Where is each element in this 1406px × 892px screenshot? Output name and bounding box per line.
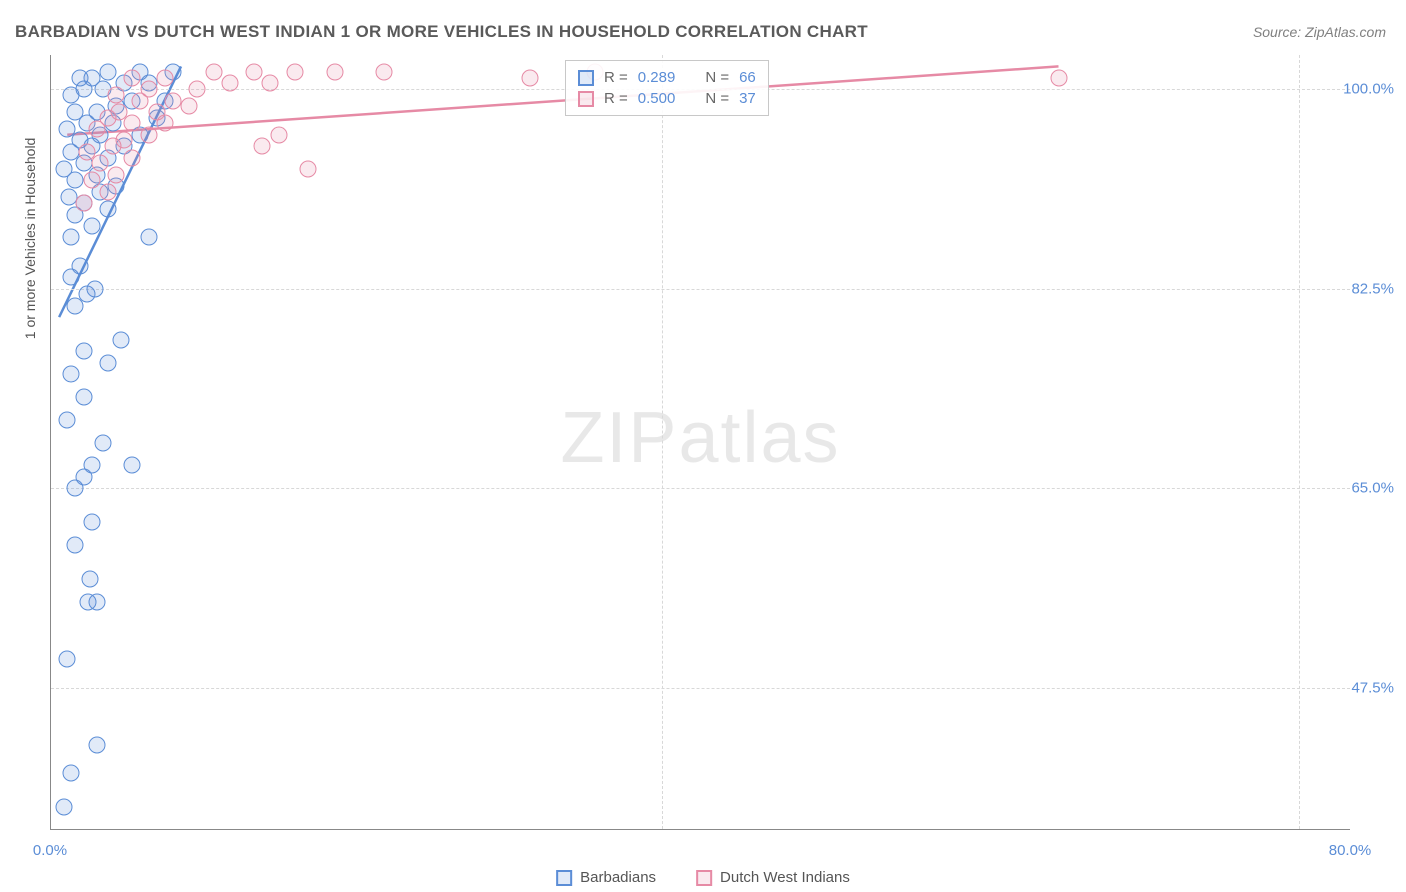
- xtick-label: 80.0%: [1329, 842, 1372, 859]
- stat-n-label: N =: [705, 90, 729, 107]
- legend-swatch: [696, 870, 712, 886]
- scatter-point: [156, 69, 173, 86]
- scatter-point: [111, 103, 128, 120]
- gridline-h: [51, 488, 1350, 489]
- scatter-point: [108, 166, 125, 183]
- stat-n-value: 66: [739, 69, 756, 86]
- ytick-label: 47.5%: [1351, 679, 1394, 696]
- legend-label: Barbadians: [580, 869, 656, 886]
- scatter-point: [140, 126, 157, 143]
- gridline-h: [51, 289, 1350, 290]
- scatter-point: [286, 64, 303, 81]
- ytick-label: 65.0%: [1351, 480, 1394, 497]
- scatter-point: [95, 434, 112, 451]
- scatter-point: [88, 594, 105, 611]
- scatter-point: [124, 115, 141, 132]
- scatter-point: [108, 86, 125, 103]
- stat-r-value: 0.289: [638, 69, 676, 86]
- scatter-point: [376, 64, 393, 81]
- legend-item: Barbadians: [556, 869, 656, 886]
- scatter-point: [91, 155, 108, 172]
- scatter-point: [78, 143, 95, 160]
- scatter-point: [99, 183, 116, 200]
- scatter-point: [116, 132, 133, 149]
- scatter-point: [75, 343, 92, 360]
- scatter-point: [86, 280, 103, 297]
- scatter-point: [112, 331, 129, 348]
- scatter-point: [164, 92, 181, 109]
- stat-r-label: R =: [604, 90, 628, 107]
- scatter-point: [148, 103, 165, 120]
- scatter-point: [62, 229, 79, 246]
- gridline-v: [1299, 55, 1300, 829]
- page-title: BARBADIAN VS DUTCH WEST INDIAN 1 OR MORE…: [15, 22, 868, 42]
- scatter-point: [82, 571, 99, 588]
- scatter-point: [62, 765, 79, 782]
- scatter-point: [140, 81, 157, 98]
- scatter-point: [88, 736, 105, 753]
- scatter-point: [246, 64, 263, 81]
- scatter-point: [56, 799, 73, 816]
- scatter-point: [327, 64, 344, 81]
- scatter-point: [59, 121, 76, 138]
- ytick-label: 100.0%: [1343, 81, 1394, 98]
- stat-r-label: R =: [604, 69, 628, 86]
- scatter-point: [99, 64, 116, 81]
- gridline-h: [51, 688, 1350, 689]
- stat-n-label: N =: [705, 69, 729, 86]
- scatter-point: [99, 354, 116, 371]
- scatter-point: [83, 457, 100, 474]
- scatter-point: [59, 411, 76, 428]
- scatter-point: [62, 366, 79, 383]
- scatter-point: [83, 69, 100, 86]
- scatter-point: [181, 98, 198, 115]
- legend-swatch: [578, 70, 594, 86]
- stats-box: R = 0.289 N = 66 R = 0.500 N = 37: [565, 60, 769, 116]
- trend-lines: [51, 55, 1350, 829]
- scatter-point: [72, 257, 89, 274]
- scatter-point: [124, 69, 141, 86]
- source-text: Source: ZipAtlas.com: [1253, 24, 1386, 40]
- scatter-point: [140, 229, 157, 246]
- ytick-label: 82.5%: [1351, 280, 1394, 297]
- scatter-point: [67, 537, 84, 554]
- scatter-point: [254, 138, 271, 155]
- scatter-point: [522, 69, 539, 86]
- scatter-point: [56, 160, 73, 177]
- stat-n-value: 37: [739, 90, 756, 107]
- gridline-v: [662, 55, 663, 829]
- scatter-point: [83, 514, 100, 531]
- legend-label: Dutch West Indians: [720, 869, 850, 886]
- scatter-point: [270, 126, 287, 143]
- legend-item: Dutch West Indians: [696, 869, 850, 886]
- scatter-point: [221, 75, 238, 92]
- scatter-point: [83, 172, 100, 189]
- scatter-point: [124, 149, 141, 166]
- bottom-legend: Barbadians Dutch West Indians: [556, 869, 850, 886]
- scatter-point: [299, 160, 316, 177]
- xtick-label: 0.0%: [33, 842, 67, 859]
- scatter-point: [262, 75, 279, 92]
- scatter-point: [205, 64, 222, 81]
- legend-swatch: [556, 870, 572, 886]
- scatter-point: [99, 200, 116, 217]
- stats-row: R = 0.289 N = 66: [578, 67, 756, 88]
- scatter-point: [124, 457, 141, 474]
- scatter-point: [75, 195, 92, 212]
- legend-swatch: [578, 91, 594, 107]
- y-axis-label: 1 or more Vehicles in Household: [22, 138, 38, 340]
- scatter-point: [1050, 69, 1067, 86]
- scatter-point: [75, 388, 92, 405]
- scatter-point: [59, 651, 76, 668]
- plot-area: ZIPatlas: [50, 55, 1350, 830]
- scatter-point: [189, 81, 206, 98]
- scatter-point: [67, 103, 84, 120]
- scatter-point: [83, 217, 100, 234]
- stat-r-value: 0.500: [638, 90, 676, 107]
- stats-row: R = 0.500 N = 37: [578, 88, 756, 109]
